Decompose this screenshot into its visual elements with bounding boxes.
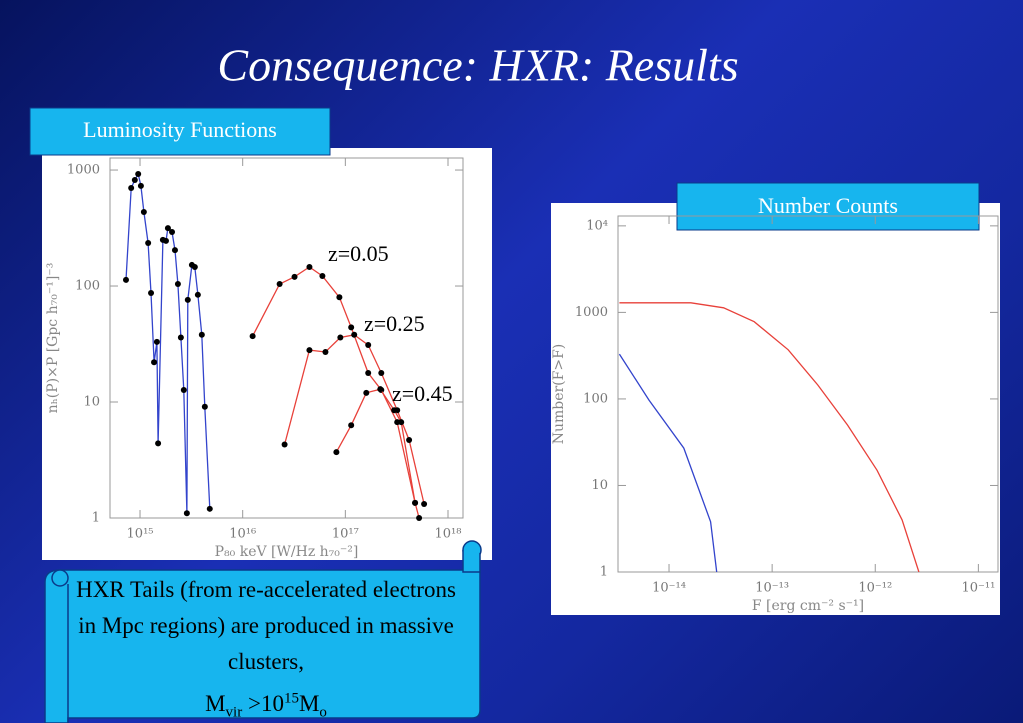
data-point <box>145 239 152 246</box>
data-point <box>155 440 162 447</box>
data-point <box>365 342 372 349</box>
formula-sup: 15 <box>283 690 299 706</box>
data-point <box>162 237 169 244</box>
data-point <box>169 229 176 236</box>
data-point <box>137 182 144 189</box>
data-point <box>336 294 343 301</box>
formula-sub: o <box>319 704 327 721</box>
callout-scroll <box>44 540 482 723</box>
x-axis-label: P₈₀ keV [W/Hz h₇₀⁻²] <box>215 544 359 560</box>
data-point <box>131 177 138 184</box>
section-box <box>29 107 331 156</box>
chart-panel <box>551 203 1000 615</box>
y-tick-label: 100 <box>75 279 100 294</box>
y-axis-label: Number(F>F) <box>551 344 567 445</box>
slide-title: Consequence: HXR: Results <box>217 40 738 91</box>
y-tick-label: 100 <box>583 391 608 406</box>
data-point <box>348 324 355 331</box>
data-point <box>148 290 155 297</box>
x-tick-label: 10¹⁷ <box>332 527 359 542</box>
data-point <box>153 338 160 345</box>
y-tick-label: 1000 <box>67 163 100 178</box>
data-point <box>198 331 205 338</box>
formula-part: M <box>298 690 320 716</box>
data-point <box>391 407 398 414</box>
series-line <box>618 353 718 572</box>
series-line <box>283 334 425 505</box>
data-point <box>177 334 184 341</box>
section-box <box>676 182 980 231</box>
data-point <box>191 263 198 270</box>
chart-panel <box>42 148 492 560</box>
data-point <box>164 225 171 232</box>
data-point <box>365 369 372 376</box>
x-tick-label: 10⁻¹² <box>858 581 892 596</box>
data-point <box>348 422 355 429</box>
x-tick-label: 10¹⁶ <box>229 527 256 542</box>
plot-frame <box>109 157 464 519</box>
data-point <box>140 208 147 215</box>
formula-sub: vir <box>225 704 243 721</box>
series-label: z=0.25 <box>364 311 425 336</box>
data-point <box>291 273 298 280</box>
formula-part: >10 <box>242 690 284 716</box>
data-point <box>306 347 313 354</box>
data-point <box>201 403 208 410</box>
data-point <box>337 334 344 341</box>
series-line <box>619 302 920 572</box>
data-point <box>322 348 329 355</box>
y-tick-label: 1 <box>92 511 100 526</box>
data-point <box>351 331 358 338</box>
y-tick-label: 1000 <box>575 305 608 320</box>
y-tick-label: 10 <box>591 478 608 493</box>
x-tick-label: 10¹⁸ <box>435 527 462 542</box>
data-point <box>416 515 423 521</box>
x-tick-label: 10⁻¹³ <box>755 581 789 596</box>
data-point <box>184 296 191 303</box>
y-tick-label: 10⁴ <box>586 218 608 233</box>
formula: Mvir >1015Mo <box>205 690 327 720</box>
callout-sentence: HXR Tails (from re-accelerated electrons… <box>76 577 456 674</box>
data-point <box>412 499 419 506</box>
data-point <box>319 273 326 280</box>
data-point <box>194 291 201 298</box>
section-label: Number Counts <box>758 193 898 218</box>
data-point <box>171 247 178 254</box>
data-point <box>122 276 129 283</box>
data-point <box>333 449 340 456</box>
series-line <box>335 388 420 518</box>
data-point <box>135 170 142 177</box>
callout-text: HXR Tails (from re-accelerated electrons… <box>70 572 462 723</box>
y-tick-label: 10 <box>83 395 100 410</box>
data-point <box>281 441 288 448</box>
data-point <box>183 510 190 517</box>
plot-frame <box>617 215 999 573</box>
series-label: z=0.05 <box>328 241 389 266</box>
formula-part: M <box>205 690 226 716</box>
section-label: Luminosity Functions <box>83 117 277 142</box>
data-point <box>206 505 213 512</box>
x-axis-label: F [erg cm⁻² s⁻¹] <box>752 598 864 614</box>
data-point <box>249 333 256 340</box>
series-label: z=0.45 <box>392 381 453 406</box>
x-tick-label: 10⁻¹¹ <box>961 581 995 596</box>
data-point <box>306 263 313 270</box>
data-point <box>378 369 385 376</box>
y-tick-label: 1 <box>600 565 608 580</box>
data-point <box>398 419 405 426</box>
data-point <box>363 389 370 396</box>
data-point <box>151 359 158 366</box>
data-point <box>276 281 283 288</box>
data-point <box>421 501 428 508</box>
data-point <box>128 185 135 192</box>
x-tick-label: 10¹⁵ <box>127 527 154 542</box>
data-point <box>180 386 187 393</box>
data-point <box>377 386 384 393</box>
x-tick-label: 10⁻¹⁴ <box>652 581 686 596</box>
data-point <box>174 281 181 288</box>
data-point <box>406 437 413 444</box>
y-axis-label: nₕ(P)×P [Gpc h₇₀⁻¹]⁻³ <box>45 263 61 414</box>
